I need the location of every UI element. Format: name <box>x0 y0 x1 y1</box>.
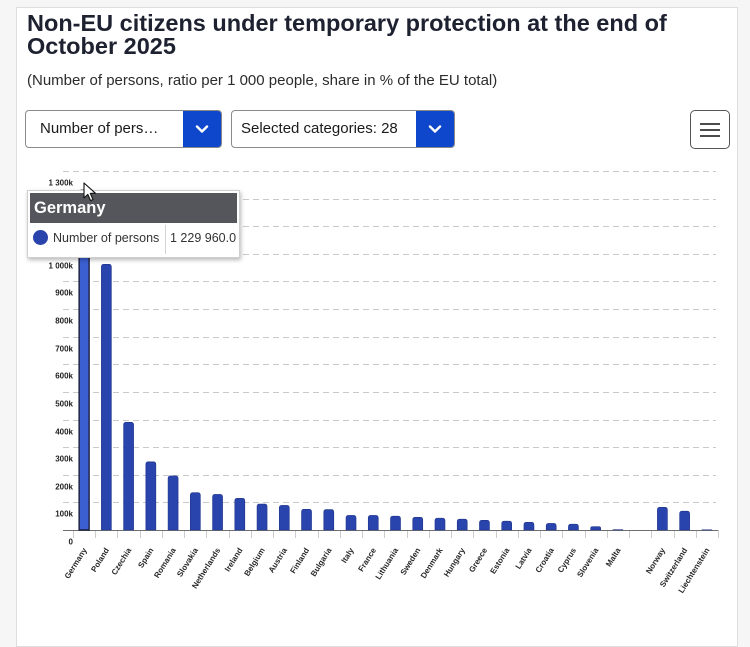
y-tick-label: 400k <box>55 428 73 437</box>
x-tick-label: Slovenia <box>575 546 600 579</box>
bar-belgium[interactable] <box>257 504 267 530</box>
bar-romania[interactable] <box>168 476 178 530</box>
y-tick-label: 700k <box>55 345 73 354</box>
bar-greece[interactable] <box>479 520 489 530</box>
bar-ireland[interactable] <box>235 498 245 530</box>
bar-sweden[interactable] <box>413 517 423 530</box>
x-tick-label: Hungary <box>442 546 467 579</box>
y-tick-label: 1 300k <box>49 179 74 188</box>
bar-austria[interactable] <box>279 505 289 530</box>
circle-marker-icon <box>33 230 48 245</box>
tooltip-series-label: Number of persons <box>53 229 159 247</box>
bar-croatia[interactable] <box>546 523 556 530</box>
x-tick-label: Bulgaria <box>309 546 334 578</box>
bar-italy[interactable] <box>346 515 356 530</box>
y-tick-label: 500k <box>55 400 73 409</box>
bar-czechia[interactable] <box>124 422 134 530</box>
x-tick-label: Ireland <box>223 546 245 573</box>
x-tick-label: Germany <box>63 546 89 581</box>
bar-slovenia[interactable] <box>591 527 601 530</box>
bar-cyprus[interactable] <box>568 524 578 530</box>
bar-switzerland[interactable] <box>680 511 690 530</box>
x-tick-label: Cyprus <box>556 546 579 575</box>
x-tick-label: Italy <box>340 546 356 565</box>
bar-estonia[interactable] <box>502 521 512 530</box>
x-tick-label: Norway <box>644 546 667 576</box>
bar-bulgaria[interactable] <box>324 510 334 530</box>
mouse-cursor-icon <box>83 182 97 202</box>
x-tick-label: Estonia <box>488 546 511 576</box>
x-tick-label: Denmark <box>419 546 445 580</box>
bar-chart: 0 100k 200k 300k 400k 500k 600k 700k 800k 900k 1 0… <box>0 0 750 621</box>
x-axis-ticks <box>74 530 719 538</box>
bar-norway[interactable] <box>657 507 667 530</box>
x-tick-label: Belgium <box>242 546 266 578</box>
bar-netherlands[interactable] <box>213 494 223 530</box>
y-tick-label: 1 000k <box>49 262 74 271</box>
bar-slovakia[interactable] <box>190 493 200 530</box>
y-tick-label: 300k <box>55 455 73 464</box>
x-tick-label: Sweden <box>399 546 423 577</box>
x-tick-label: Spain <box>136 546 155 569</box>
bar-denmark[interactable] <box>435 518 445 530</box>
y-tick-label: 800k <box>55 317 73 326</box>
bar-hungary[interactable] <box>457 519 467 530</box>
tooltip: Germany Number of persons 1 229 960.0 <box>27 190 240 258</box>
x-tick-label: Czechia <box>110 546 134 577</box>
x-tick-label: Austria <box>267 546 290 575</box>
tooltip-value: 1 229 960.0 <box>170 229 236 247</box>
x-tick-label: Greece <box>467 546 489 574</box>
x-tick-label: Latvia <box>514 546 534 571</box>
y-tick-label: 0 <box>69 538 74 547</box>
bar-poland[interactable] <box>101 264 111 530</box>
x-tick-label: Romania <box>152 546 178 580</box>
x-tick-label: Finland <box>288 546 311 575</box>
x-tick-label: Poland <box>89 546 111 573</box>
tooltip-title: Germany <box>30 193 237 223</box>
y-tick-label: 200k <box>55 483 73 492</box>
y-tick-label: 600k <box>55 372 73 381</box>
bar-france[interactable] <box>368 515 378 530</box>
x-tick-label: Croatia <box>534 546 557 575</box>
y-tick-label: 900k <box>55 289 73 298</box>
bar-finland[interactable] <box>302 509 312 530</box>
bar-latvia[interactable] <box>524 522 534 530</box>
bar-lithuania[interactable] <box>391 516 401 530</box>
y-tick-label: 100k <box>55 510 73 519</box>
tooltip-divider <box>165 225 166 254</box>
x-tick-label: France <box>356 546 378 573</box>
x-tick-label: Malta <box>604 546 623 569</box>
bar-spain[interactable] <box>146 462 156 530</box>
